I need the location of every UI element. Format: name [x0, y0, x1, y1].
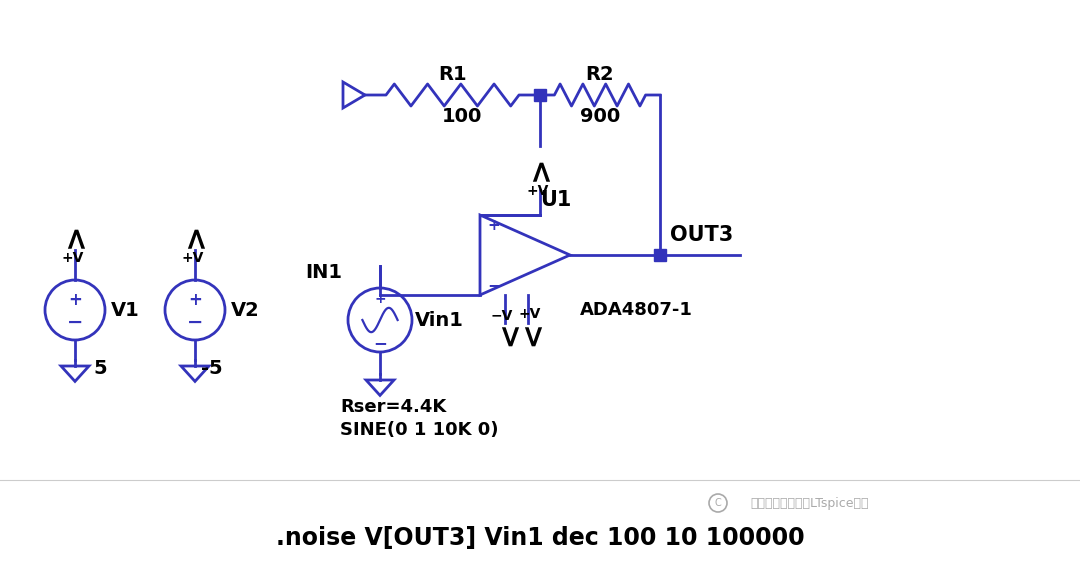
Text: .noise V[OUT3] Vin1 dec 100 10 100000: .noise V[OUT3] Vin1 dec 100 10 100000 — [275, 526, 805, 550]
Text: −: − — [67, 313, 83, 332]
Text: +: + — [374, 292, 386, 306]
Text: SINE(0 1 10K 0): SINE(0 1 10K 0) — [340, 421, 499, 439]
Text: 100: 100 — [443, 108, 483, 127]
Text: −: − — [487, 276, 501, 294]
Text: R2: R2 — [585, 66, 615, 85]
Text: V2: V2 — [231, 301, 260, 320]
Text: −: − — [187, 313, 203, 332]
Text: R1: R1 — [438, 66, 467, 85]
Text: C: C — [715, 498, 721, 508]
Text: ADA4807-1: ADA4807-1 — [580, 301, 693, 319]
Text: 900: 900 — [580, 108, 620, 127]
Text: >: > — [513, 326, 542, 352]
Text: V1: V1 — [111, 301, 139, 320]
Text: −V: −V — [490, 309, 513, 323]
Text: 放大器参数解析与LTspice仿真: 放大器参数解析与LTspice仿真 — [751, 497, 869, 510]
Text: Rser=4.4K: Rser=4.4K — [340, 398, 446, 416]
Text: >: > — [60, 222, 90, 248]
Text: >: > — [526, 156, 554, 181]
Text: OUT3: OUT3 — [670, 225, 733, 245]
Text: +: + — [488, 218, 500, 233]
Text: 5: 5 — [93, 358, 107, 377]
Text: >: > — [490, 326, 519, 352]
Text: +: + — [68, 291, 82, 309]
Text: >: > — [180, 222, 210, 248]
Text: +V: +V — [181, 251, 204, 265]
Text: U1: U1 — [540, 190, 571, 210]
Text: +: + — [188, 291, 202, 309]
Text: -5: -5 — [201, 358, 222, 377]
Text: +V: +V — [62, 251, 84, 265]
Text: +V: +V — [518, 307, 541, 321]
Text: IN1: IN1 — [305, 263, 342, 282]
Text: Vin1: Vin1 — [415, 310, 464, 329]
Text: +V: +V — [527, 184, 550, 198]
Text: −: − — [373, 334, 387, 352]
